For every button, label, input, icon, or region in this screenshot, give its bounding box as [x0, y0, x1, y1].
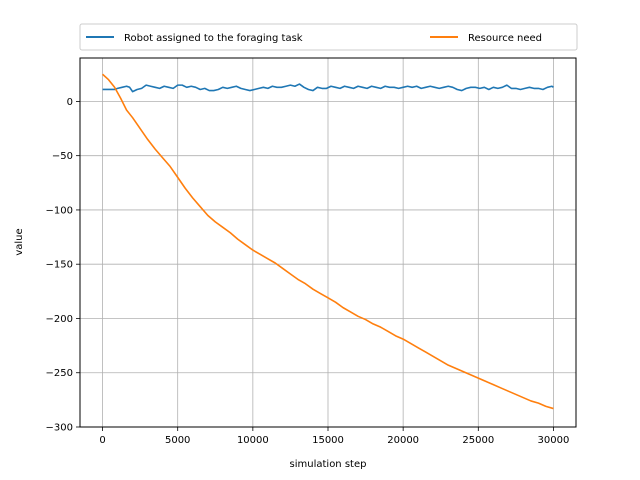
y-tick-label: −200 — [46, 314, 73, 325]
x-tick-label: 15000 — [312, 435, 344, 446]
y-tick-label: −150 — [46, 260, 73, 271]
y-axis-label: value — [14, 228, 25, 255]
legend-label-robots: Robot assigned to the foraging task — [124, 33, 303, 44]
x-tick-label: 10000 — [237, 435, 269, 446]
series-line-robots — [102, 83, 554, 93]
x-axis: 0 5000 10000 15000 20000 25000 30000 — [99, 427, 569, 446]
x-tick-label: 25000 — [462, 435, 494, 446]
x-tick-label: 30000 — [538, 435, 570, 446]
y-tick-label: −100 — [46, 205, 73, 216]
grid-layer — [80, 58, 576, 428]
x-tick-label: 5000 — [165, 435, 190, 446]
x-axis-label: simulation step — [290, 459, 367, 470]
legend-box — [79, 23, 578, 51]
x-tick-label: 0 — [99, 435, 105, 446]
legend: Robot assigned to the foraging task Reso… — [79, 23, 578, 51]
series-line-resource-need — [102, 73, 554, 410]
y-axis: 0 −50 −100 −150 −200 −250 −300 — [46, 97, 80, 434]
y-tick-label: −250 — [46, 368, 73, 379]
y-tick-label: 0 — [67, 97, 73, 108]
x-tick-label: 20000 — [387, 435, 419, 446]
y-tick-label: −50 — [52, 151, 73, 162]
legend-label-resource: Resource need — [468, 33, 542, 44]
series-layer — [102, 73, 554, 410]
y-tick-label: −300 — [46, 423, 73, 434]
